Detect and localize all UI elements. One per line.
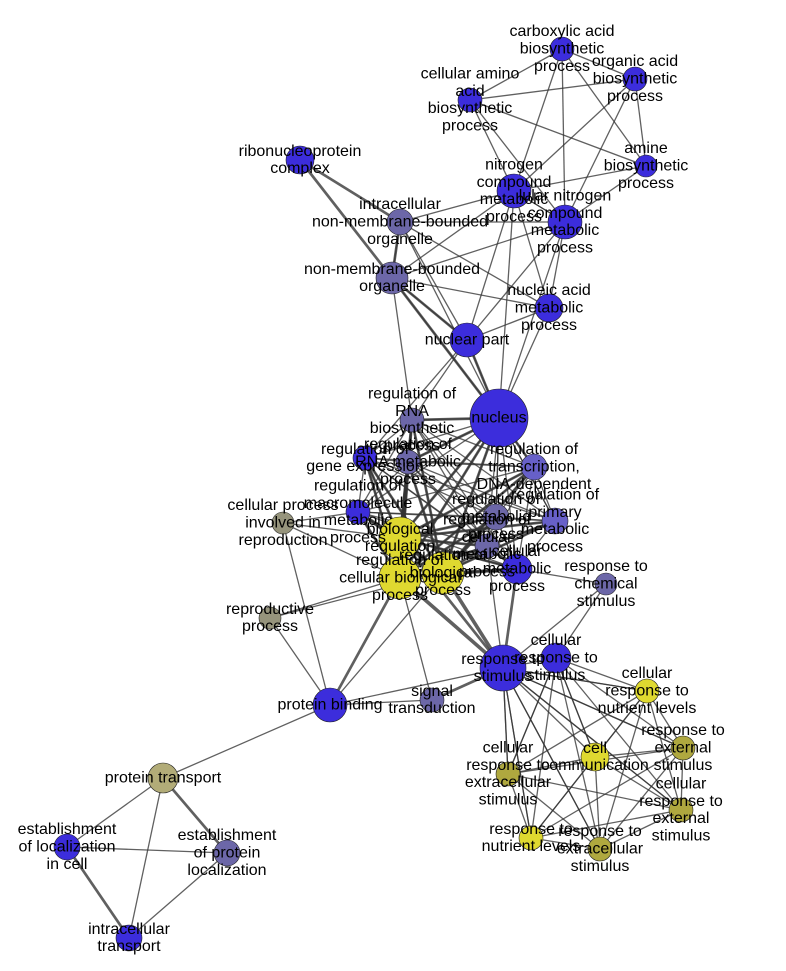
svg-text:extracellular: extracellular [557,841,644,858]
svg-text:in cell: in cell [47,856,88,873]
svg-text:stimulus: stimulus [474,668,533,685]
svg-text:process: process [442,117,498,134]
svg-text:cellular amino: cellular amino [421,66,520,83]
svg-text:stimulus: stimulus [571,858,630,875]
svg-text:regulation of: regulation of [314,478,403,495]
svg-text:nutrient levels: nutrient levels [598,700,697,717]
svg-text:compound: compound [528,205,603,222]
svg-text:protein transport: protein transport [105,770,222,787]
svg-text:transcription,: transcription, [488,459,580,476]
svg-text:communication: communication [541,757,649,774]
svg-text:process: process [242,618,298,635]
svg-text:carboxylic acid: carboxylic acid [510,23,615,40]
svg-text:non-membrane-bounded: non-membrane-bounded [312,214,488,231]
svg-text:chemical: chemical [574,576,637,593]
svg-text:acid: acid [455,83,484,100]
svg-text:intracellular: intracellular [88,921,170,938]
svg-text:biosynthetic: biosynthetic [593,71,678,88]
svg-text:transduction: transduction [388,700,475,717]
svg-text:response to: response to [605,683,689,700]
svg-text:biosynthetic: biosynthetic [604,158,689,175]
svg-text:regulation of: regulation of [443,512,532,529]
svg-text:nuclear part: nuclear part [425,332,510,349]
svg-text:process: process [607,88,663,105]
svg-text:external: external [655,740,712,757]
svg-text:response to: response to [466,757,550,774]
svg-text:nucleic acid: nucleic acid [507,282,591,299]
svg-text:amine: amine [624,140,668,157]
svg-text:lular nitrogen: lular nitrogen [519,188,612,205]
svg-text:nitrogen: nitrogen [485,157,543,174]
svg-text:cellular: cellular [622,665,673,682]
svg-text:regulation of: regulation of [364,436,453,453]
svg-text:non-membrane-bounded: non-membrane-bounded [304,261,480,278]
svg-text:establishment: establishment [178,827,277,844]
svg-text:complex: complex [270,160,330,177]
svg-text:nucleus: nucleus [471,410,526,427]
svg-text:reproduction: reproduction [239,532,328,549]
svg-text:stimulus: stimulus [652,827,711,844]
svg-text:protein binding: protein binding [278,697,383,714]
svg-text:response to: response to [558,823,642,840]
svg-text:of protein: of protein [194,845,261,862]
svg-text:biological: biological [410,565,477,582]
svg-text:response to: response to [514,650,598,667]
svg-text:stimulus: stimulus [527,667,586,684]
svg-text:cellular: cellular [531,632,582,649]
svg-text:signal: signal [411,683,453,700]
svg-text:stimulus: stimulus [654,757,713,774]
svg-text:metabolic: metabolic [531,222,599,239]
svg-text:transport: transport [97,938,161,955]
svg-text:biosynthetic: biosynthetic [370,420,455,437]
svg-text:establishment: establishment [18,821,117,838]
svg-text:response to: response to [641,722,725,739]
svg-text:extracellular: extracellular [465,774,552,791]
svg-text:stimulus: stimulus [577,593,636,610]
svg-text:cellular: cellular [656,776,707,793]
svg-text:cell: cell [583,740,607,757]
svg-text:reproductive: reproductive [226,601,314,618]
svg-text:process: process [489,578,545,595]
svg-text:process: process [521,317,577,334]
svg-text:process: process [415,582,471,599]
svg-text:process: process [618,175,674,192]
svg-text:regulation of: regulation of [368,386,457,403]
svg-text:stimulus: stimulus [479,791,538,808]
svg-text:regulation of: regulation of [399,547,488,564]
svg-text:involved in: involved in [245,515,321,532]
svg-text:biological: biological [367,521,434,538]
svg-text:response to: response to [564,558,648,575]
svg-text:external: external [653,810,710,827]
svg-text:metabolic: metabolic [515,300,583,317]
svg-text:metabolic: metabolic [483,561,551,578]
svg-text:biosynthetic: biosynthetic [428,100,513,117]
svg-text:process: process [534,58,590,75]
svg-text:intracellular: intracellular [359,196,441,213]
svg-text:cellular: cellular [492,543,543,560]
svg-text:cellular: cellular [483,740,534,757]
svg-text:cellular process: cellular process [227,497,338,514]
svg-text:of localization: of localization [19,839,116,856]
svg-text:organelle: organelle [359,278,425,295]
svg-text:RNA: RNA [395,403,429,420]
svg-text:organic acid: organic acid [592,53,678,70]
svg-text:regulation of: regulation of [452,491,541,508]
svg-text:response to: response to [639,793,723,810]
svg-text:organelle: organelle [367,231,433,248]
svg-text:RNA metabolic: RNA metabolic [355,454,461,471]
svg-text:ribonucleoprotein: ribonucleoprotein [239,143,362,160]
svg-text:localization: localization [187,862,266,879]
svg-text:regulation of: regulation of [490,441,579,458]
svg-text:process: process [537,239,593,256]
